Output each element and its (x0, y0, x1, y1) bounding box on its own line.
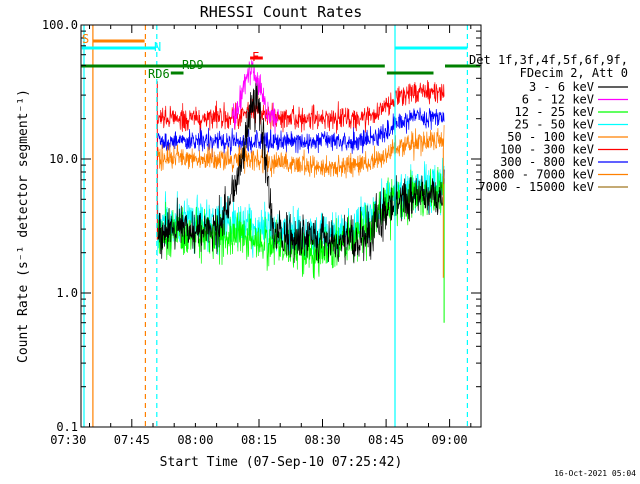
flare-label: F (252, 50, 259, 64)
trace-50-100-kev (156, 125, 445, 179)
status-bars (81, 39, 481, 75)
legend-entry: 50 - 100 keV (507, 130, 594, 144)
y-axis-label: Count Rate (s⁻¹ detector segment⁻¹) (16, 89, 31, 363)
plot-frame (80, 24, 482, 428)
y-tick-label: 1.0 (56, 286, 78, 300)
decimation-label-rd9: RD9 (182, 58, 204, 72)
night-label: N (154, 40, 161, 54)
x-axis-label: Start Time (07-Sep-10 07:25:42) (160, 455, 403, 470)
legend-entry: 800 - 7000 keV (493, 168, 594, 182)
legend-entry: 25 - 50 keV (515, 118, 594, 132)
legend-entry: 300 - 800 keV (500, 155, 594, 169)
legend-entry: 3 - 6 keV (529, 80, 594, 94)
x-tick-label: 08:00 (177, 433, 213, 447)
x-tick-label: 09:00 (432, 433, 468, 447)
y-tick-label: 10.0 (49, 152, 78, 166)
legend-entry: 12 - 25 keV (515, 105, 594, 119)
saa-label: S (82, 32, 89, 46)
x-tick-label: 07:30 (50, 433, 86, 447)
x-tick-label: 08:15 (241, 433, 277, 447)
axis-ticks: 07:30 07:45 08:00 08:15 08:30 08:45 09:00 0.1 1.… (42, 18, 481, 447)
legend-entry: 6 - 12 keV (522, 93, 594, 107)
chart-title: RHESSI Count Rates (200, 3, 363, 21)
y-tick-label: 0.1 (56, 420, 78, 434)
x-tick-label: 07:45 (114, 433, 150, 447)
trace-100-300-kev (156, 80, 445, 135)
trace-6-12-kev (231, 60, 280, 134)
time-markers (83, 25, 468, 427)
legend-entry: 7000 - 15000 keV (478, 180, 594, 194)
y-tick-label: 100.0 (42, 18, 78, 32)
legend-header-line-1: Det 1f,3f,4f,5f,6f,9f, (469, 53, 628, 67)
decimation-label-rd6: RD6 (148, 67, 170, 81)
legend-entry: 100 - 300 keV (500, 143, 594, 157)
generation-timestamp: 16-Oct-2021 05:04 (554, 469, 636, 478)
legend-header-line-2: FDecim 2, Att 0 (520, 66, 628, 80)
trace-3-6-kev (156, 77, 445, 265)
trace-300-800-kev (156, 107, 445, 158)
x-tick-label: 08:45 (368, 433, 404, 447)
series-traces (156, 60, 445, 323)
x-tick-label: 08:30 (304, 433, 340, 447)
